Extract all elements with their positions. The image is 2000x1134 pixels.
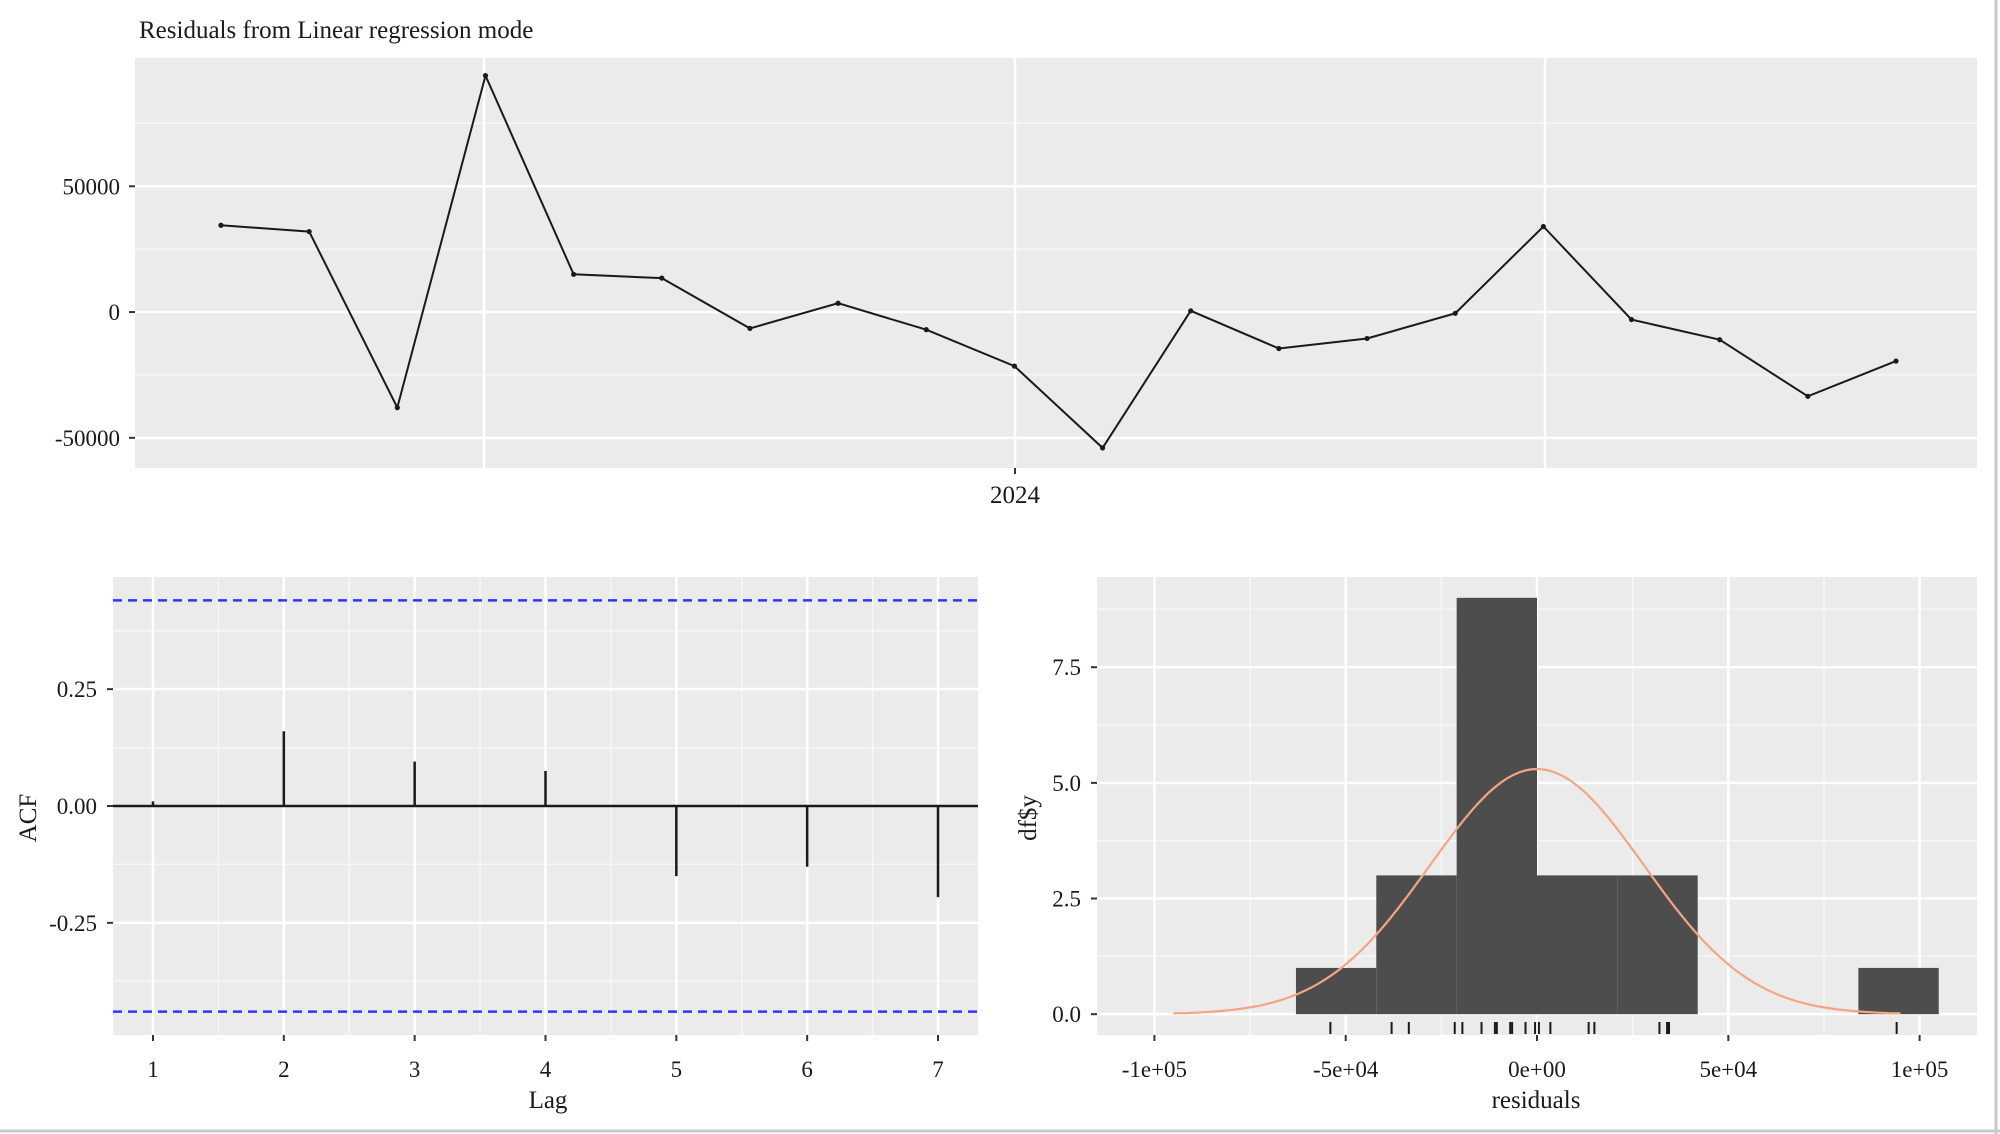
y-tick-label: -0.25 (49, 911, 97, 936)
y-tick-label: 0.00 (57, 794, 97, 819)
residual-point (306, 228, 312, 235)
axis-ticks (129, 185, 1016, 474)
residual-point (1540, 223, 1546, 230)
gridlines (135, 58, 1977, 468)
x-tick-label: 5e+04 (1699, 1057, 1757, 1082)
y-tick-label: 0 (109, 300, 121, 325)
residual-point (1717, 337, 1723, 343)
x-tick-label: -5e+04 (1313, 1057, 1379, 1082)
y-axis-labels: 0.0 2.5 5.0 7.5 (1052, 655, 1081, 1027)
histogram-bar (1617, 875, 1698, 1015)
axis-ticks (107, 688, 939, 1041)
histogram-bar (1456, 597, 1537, 1015)
plot-panel (135, 58, 1977, 468)
residual-point (1628, 316, 1635, 323)
residual-point (1099, 445, 1106, 451)
x-tick-label: 0e+00 (1508, 1057, 1566, 1082)
residual-point (1011, 363, 1018, 369)
histogram-bar (1376, 875, 1457, 1015)
residual-point (1805, 393, 1811, 399)
residual-point (747, 325, 753, 331)
residual-point (1276, 345, 1282, 352)
residual-point (1893, 358, 1899, 364)
x-tick-label: 2024 (990, 482, 1041, 509)
x-tick-label: 6 (801, 1057, 813, 1082)
y-tick-label: 7.5 (1052, 655, 1081, 680)
acf-spikes (113, 599, 978, 1013)
y-tick-label: 2.5 (1052, 887, 1081, 912)
x-tick-label: 3 (409, 1057, 421, 1082)
residual-point (571, 271, 577, 277)
histogram-bar (1858, 967, 1939, 1015)
y-axis-title: df$y (1015, 795, 1042, 841)
normal-density-curve (1173, 767, 1901, 1015)
x-tick-label: 4 (540, 1057, 552, 1082)
y-axis-labels: 0.25 0.00 -0.25 (49, 677, 97, 936)
x-tick-label: 7 (932, 1057, 944, 1082)
histogram-bar (1537, 875, 1618, 1015)
x-tick-label: 1e+05 (1891, 1057, 1949, 1082)
residual-line (220, 72, 1897, 450)
residuals-timeseries-chart: Residuals from Linear regression mode 50… (55, 17, 1977, 509)
residual-point (482, 73, 489, 79)
x-tick-label: 5 (671, 1057, 683, 1082)
residual-point (1452, 310, 1458, 316)
y-tick-label: 0.0 (1052, 1002, 1081, 1027)
residual-histogram-chart: 0.0 2.5 5.0 7.5 -1e+05 -5e+04 0e+00 5e+0… (1015, 577, 1977, 1114)
chart-title: Residuals from Linear regression mode (139, 17, 533, 44)
x-axis-labels: 1 2 3 4 5 6 7 (147, 1057, 944, 1082)
residual-series (218, 72, 1899, 451)
x-tick-label: -1e+05 (1122, 1057, 1187, 1082)
residual-point (218, 222, 224, 228)
histogram-bar (1295, 967, 1377, 1015)
x-tick-label: 2 (278, 1057, 290, 1082)
axis-ticks (1091, 666, 1921, 1041)
histogram-layers (1173, 597, 1939, 1034)
acf-chart: 0.25 0.00 -0.25 1 2 3 4 5 6 7 Lag ACF (15, 577, 978, 1114)
y-axis-title: ACF (15, 794, 42, 843)
residual-point (659, 275, 665, 281)
residual-point (394, 405, 400, 411)
y-tick-label: 5.0 (1052, 771, 1081, 796)
y-tick-label: 50000 (63, 174, 121, 199)
x-tick-label: 1 (147, 1057, 159, 1082)
residual-point (1188, 308, 1194, 314)
y-tick-label: -50000 (55, 426, 120, 451)
residual-point (923, 327, 929, 333)
x-axis-labels: -1e+05 -5e+04 0e+00 5e+04 1e+05 (1122, 1057, 1949, 1082)
x-axis-title: residuals (1492, 1087, 1581, 1114)
residual-point (1364, 335, 1370, 342)
residual-point (835, 300, 841, 306)
y-axis-labels: 50000 0 -50000 (55, 174, 120, 451)
y-tick-label: 0.25 (57, 677, 97, 702)
x-axis-title: Lag (529, 1087, 568, 1114)
